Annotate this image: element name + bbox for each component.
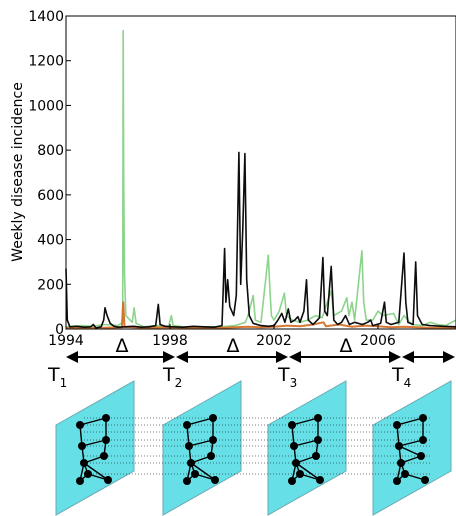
plane-shape	[267, 380, 347, 516]
arrowhead	[289, 351, 301, 363]
network-edge	[188, 439, 214, 447]
network-node	[76, 421, 84, 429]
window-label-t4: T4	[391, 364, 411, 390]
plane-shape	[372, 380, 452, 516]
plot-frame	[65, 15, 456, 330]
network-edge	[83, 462, 109, 481]
y-tick-label: 1000	[28, 98, 64, 114]
network-edge	[291, 417, 319, 426]
network-node	[316, 476, 324, 484]
network-node	[421, 476, 429, 484]
arrowhead	[176, 351, 188, 363]
x-tick-label: 2002	[256, 333, 292, 349]
timeline: Δ Δ Δ T1 T2 T3 T4	[47, 335, 455, 390]
window-label-t3: T3	[277, 364, 297, 390]
network-plane-1	[55, 380, 135, 516]
x-tick-label: 1994	[48, 333, 84, 349]
plane-shape	[55, 380, 135, 516]
network-node	[187, 459, 195, 467]
network-edge	[79, 417, 107, 426]
delta-label-1: Δ	[116, 335, 129, 357]
y-tick-label: 0	[55, 322, 64, 338]
network-node	[183, 477, 191, 485]
arrowhead	[276, 351, 288, 363]
y-tick-label: 200	[37, 277, 64, 293]
plane-shape	[162, 380, 242, 516]
network-plane-4	[372, 380, 452, 516]
network-node	[288, 477, 296, 485]
network-node	[397, 459, 405, 467]
network-plane-3	[267, 380, 347, 516]
network-node	[100, 452, 108, 460]
axis-layer: 0 200 400 600 800 1000 1200 1400 1994 1998 2002 200…	[28, 9, 396, 349]
network-node	[78, 442, 86, 450]
arrowhead	[443, 351, 455, 363]
delta-label-3: Δ	[340, 335, 353, 357]
y-axis-label: Weekly disease incidence	[10, 82, 26, 262]
network-node	[211, 476, 219, 484]
network-node	[104, 476, 112, 484]
network-edge	[293, 439, 319, 447]
arrowhead	[402, 351, 414, 363]
window-label-t1: T1	[47, 364, 67, 390]
y-tick-label: 600	[37, 188, 64, 204]
network-plane-2	[162, 380, 242, 516]
network-node	[292, 459, 300, 467]
network-edge	[396, 417, 424, 426]
arrowhead	[66, 351, 78, 363]
network-layer	[55, 380, 452, 516]
series-layer	[65, 29, 456, 330]
y-tick-label: 400	[37, 233, 64, 249]
network-edge	[190, 462, 216, 481]
arrowhead	[389, 351, 401, 363]
network-node	[76, 477, 84, 485]
network-edge	[398, 445, 422, 457]
series-line-2	[65, 29, 456, 328]
x-tick-label: 1998	[152, 333, 188, 349]
network-edge	[186, 417, 214, 426]
network-node	[393, 477, 401, 485]
arrowhead	[163, 351, 175, 363]
delta-label-2: Δ	[227, 335, 240, 357]
network-edge	[398, 439, 424, 447]
y-tick-label: 1400	[28, 9, 64, 25]
network-edge	[295, 462, 321, 481]
window-label-t2: T2	[162, 364, 182, 390]
x-tick-label: 2006	[360, 333, 396, 349]
y-tick-label: 800	[37, 143, 64, 159]
network-edge	[81, 439, 107, 447]
y-tick-label: 1200	[28, 54, 64, 70]
